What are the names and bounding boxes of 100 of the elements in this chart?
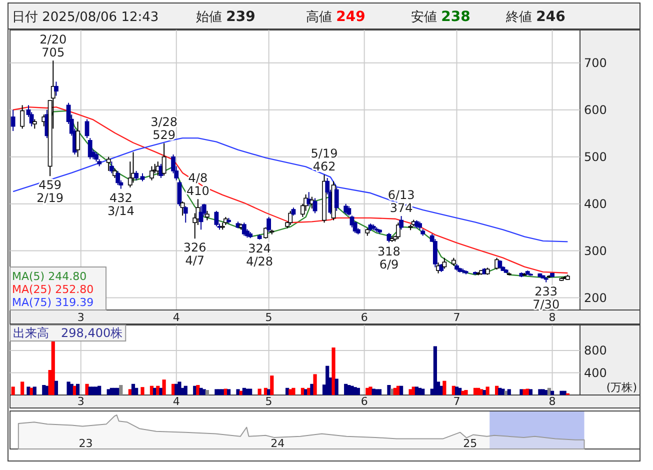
annotation: 6/13 374 bbox=[388, 188, 415, 216]
bar bbox=[486, 386, 490, 395]
candlestick bbox=[204, 210, 210, 221]
bar bbox=[507, 389, 511, 395]
candlestick bbox=[84, 118, 90, 139]
x-tick-label: 6 bbox=[360, 395, 368, 408]
x-tick-label: 8 bbox=[548, 311, 556, 324]
bar bbox=[11, 386, 15, 395]
candlestick bbox=[94, 152, 98, 162]
text: 高値 249 bbox=[306, 9, 366, 25]
y-tick-label: 200 bbox=[584, 290, 607, 305]
candlestick bbox=[442, 257, 447, 270]
candlestick bbox=[109, 161, 114, 174]
x-tick-label: 4 bbox=[172, 395, 180, 408]
x-tick-label: 23 bbox=[78, 437, 93, 450]
x-tick-label: 3 bbox=[77, 311, 84, 324]
bar bbox=[522, 389, 526, 395]
bar bbox=[134, 388, 138, 395]
annotation: 318 6/9 bbox=[378, 244, 400, 272]
y-tick-label: 400 bbox=[584, 366, 607, 380]
bar bbox=[387, 385, 391, 395]
bar bbox=[54, 380, 58, 395]
bar bbox=[560, 390, 564, 395]
candlestick bbox=[266, 216, 272, 233]
candlestick bbox=[288, 210, 293, 226]
y-tick-label: 800 bbox=[584, 344, 607, 358]
text: MA(5) 244.80 bbox=[12, 270, 87, 283]
x-tick-label: 8 bbox=[548, 395, 556, 408]
bar bbox=[334, 378, 338, 395]
bar bbox=[159, 388, 163, 395]
bar bbox=[162, 380, 166, 395]
bar bbox=[550, 390, 554, 395]
candlestick bbox=[106, 156, 111, 172]
bar bbox=[205, 390, 209, 395]
bar bbox=[226, 389, 231, 395]
annotation: 5/19 462 bbox=[310, 146, 338, 174]
candlestick bbox=[20, 104, 25, 130]
candlestick bbox=[399, 216, 404, 230]
bar bbox=[421, 388, 425, 395]
candlestick bbox=[76, 121, 80, 158]
bar bbox=[501, 388, 505, 395]
x-tick-label: 7 bbox=[453, 395, 460, 408]
bar bbox=[66, 382, 70, 395]
bar bbox=[258, 388, 262, 395]
annotation: 459 2/19 bbox=[36, 178, 64, 206]
chart-title: 出来高 298,400株 bbox=[13, 326, 123, 340]
bar bbox=[184, 386, 188, 395]
annotation: 324 4/28 bbox=[246, 242, 274, 269]
bar bbox=[482, 390, 486, 395]
bar bbox=[20, 382, 24, 395]
y-tick-label: 600 bbox=[584, 102, 607, 117]
bar bbox=[199, 388, 203, 395]
bar bbox=[356, 388, 360, 395]
bar bbox=[368, 386, 372, 395]
annotation: 326 4/7 bbox=[183, 240, 206, 268]
candlestick bbox=[54, 81, 58, 96]
bar bbox=[442, 380, 446, 395]
text: MA(75) 319.39 bbox=[12, 296, 94, 309]
bar bbox=[332, 348, 336, 395]
x-tick-label: 5 bbox=[265, 395, 272, 408]
text: 始値 239 bbox=[196, 9, 256, 25]
x-tick-label: 4 bbox=[172, 311, 180, 324]
bar bbox=[292, 388, 296, 395]
candlestick bbox=[214, 210, 219, 227]
bar bbox=[76, 384, 80, 395]
bar bbox=[528, 389, 533, 395]
bar bbox=[98, 386, 102, 395]
text: 終値 246 bbox=[505, 9, 566, 25]
annotation: 233 7/30 bbox=[532, 284, 560, 312]
candlestick bbox=[32, 118, 37, 130]
bar bbox=[270, 376, 274, 395]
bar bbox=[178, 382, 182, 395]
bar bbox=[313, 374, 317, 395]
candlestick bbox=[150, 166, 154, 181]
bar bbox=[433, 346, 437, 395]
candlestick bbox=[183, 206, 188, 224]
text: 日付 2025/08/06 12:43 bbox=[12, 10, 159, 25]
y-axis-title: (万株) bbox=[606, 381, 637, 394]
bar bbox=[236, 389, 240, 395]
candlestick bbox=[162, 142, 166, 176]
candlestick bbox=[134, 170, 139, 181]
annotation: 3/28 529 bbox=[150, 115, 178, 142]
candlestick bbox=[346, 206, 352, 216]
text: 安値 238 bbox=[411, 9, 470, 25]
bar bbox=[119, 385, 123, 395]
y-tick-label: 700 bbox=[584, 56, 607, 70]
x-tick-label: 3 bbox=[77, 395, 84, 408]
y-tick-label: 500 bbox=[584, 150, 607, 164]
candlestick bbox=[88, 138, 92, 160]
x-tick-label: 5 bbox=[265, 311, 272, 324]
candlestick bbox=[116, 170, 120, 186]
text: MA(25) 252.80 bbox=[12, 283, 94, 296]
bar bbox=[399, 386, 404, 395]
bar bbox=[408, 389, 412, 395]
bar bbox=[45, 386, 49, 395]
bar bbox=[248, 388, 252, 395]
x-tick-label: 6 bbox=[360, 311, 368, 324]
y-tick-label: 300 bbox=[584, 244, 607, 258]
candlestick bbox=[334, 186, 339, 212]
candlestick bbox=[432, 238, 438, 268]
